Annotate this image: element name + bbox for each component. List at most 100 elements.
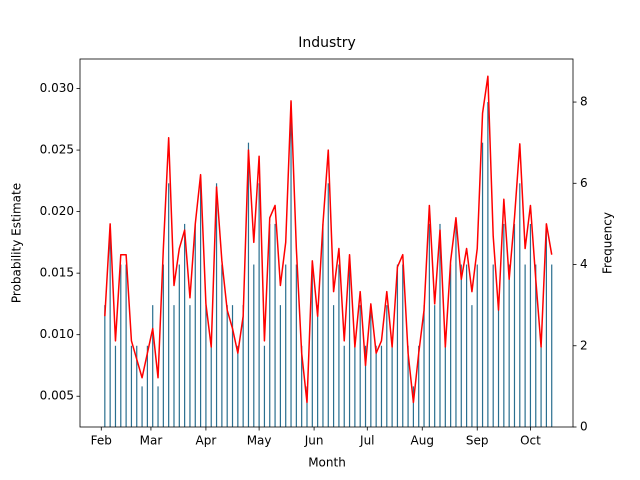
bar [306,386,308,427]
bar [375,345,377,427]
bar [184,223,186,427]
y-tick-label: 0.020 [40,204,74,218]
bar [487,102,489,428]
bar [423,305,425,427]
bar [343,345,345,427]
bar [301,345,303,427]
bar [157,386,159,427]
bar [199,183,202,427]
bar [545,223,547,427]
bar [269,223,271,427]
bar [396,264,399,427]
x-tick-label: Jul [359,434,374,448]
bar [205,305,207,427]
y-tick-label: 0.030 [40,81,74,95]
bar [412,386,414,427]
x-axis-label: Month [308,456,346,470]
bar [114,345,117,427]
plot-frame [79,58,574,428]
bar [529,223,532,427]
bar [428,223,430,427]
bar [152,305,154,427]
bar [311,264,313,427]
y-tick-label: 0.025 [40,143,74,157]
bar [130,345,133,427]
y2-tick-label: 0 [580,420,588,434]
y2-axis-label: Frequency [601,212,615,274]
bar [125,264,127,427]
bar [168,183,170,427]
bar [231,305,234,427]
y-tick-label: 0.015 [40,266,74,280]
x-tick-label: Apr [196,434,217,448]
bar [535,264,537,427]
bar [348,264,351,427]
x-tick-label: Aug [411,434,434,448]
bar [551,264,553,427]
bar [519,183,521,427]
bar [380,345,383,427]
bar [391,345,393,427]
x-tick-label: Feb [91,434,112,448]
x-tick-label: Mar [140,434,163,448]
x-tick-label: Jun [304,434,324,448]
line [104,75,553,404]
bar [476,264,478,427]
bar [444,345,446,427]
bar [104,305,106,427]
bar [189,305,191,427]
bar [439,223,441,427]
chart-title: Industry [298,35,356,51]
y2-tick-label: 2 [580,338,588,352]
bar [237,345,239,427]
y2-tick-label: 8 [580,95,588,109]
y2-tick-label: 6 [580,176,588,190]
bar [173,305,175,427]
bar [221,264,223,427]
bar [327,183,329,427]
bar [354,345,356,427]
bar [370,305,372,427]
bar [263,345,266,427]
bar [492,264,494,427]
bar [136,345,138,427]
bar [226,305,228,427]
bar [242,305,244,427]
bar [471,305,473,427]
y-tick-label: 0.005 [40,389,74,403]
bar [434,305,436,427]
bar [279,305,281,427]
x-tick-label: May [247,434,272,448]
bar [120,264,122,427]
bar [386,305,388,427]
bar [332,305,335,427]
bar [497,305,500,427]
bar [285,264,287,427]
bar [460,264,462,427]
bar [465,264,468,427]
bar [215,183,218,427]
bar [141,386,143,427]
bar [503,223,505,427]
bar [338,264,340,427]
bar [162,264,164,427]
bar [290,102,292,428]
bar [322,223,324,427]
bar [109,223,111,427]
bar [402,264,404,427]
bar [359,305,361,427]
bar [194,223,196,427]
bar [364,345,367,427]
bar [418,345,420,427]
bar [450,264,452,427]
bar [317,305,319,427]
bar [258,183,260,427]
bar [295,264,297,427]
bar [508,264,510,427]
bar [513,223,516,427]
bar [253,264,255,427]
bar [455,223,457,427]
bar [274,223,276,427]
bar [481,142,484,428]
